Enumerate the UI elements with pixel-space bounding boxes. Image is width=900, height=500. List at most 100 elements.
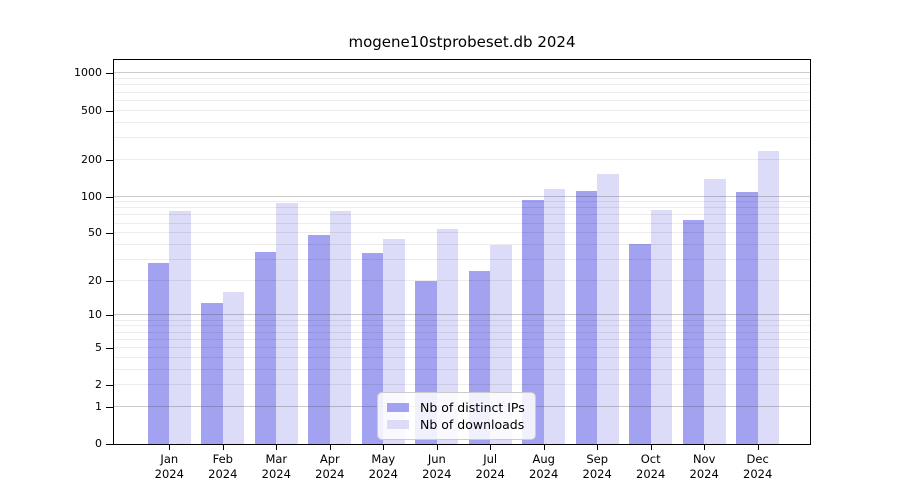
bar-nb-of-downloads-dec-2024 (757, 151, 780, 444)
x-tick-label-year: 2024 (743, 467, 773, 481)
x-tick-label-month: Feb (212, 452, 233, 466)
x-axis-tick-nov-2024 (704, 445, 706, 450)
y-axis-tick-100 (106, 196, 113, 198)
gridline-minor-5 (114, 346, 810, 348)
x-axis-tick-jul-2024 (490, 445, 492, 450)
y-axis-tick-10 (106, 315, 113, 317)
bar-nb-of-downloads-nov-2024 (704, 178, 726, 444)
x-axis-tick-sep-2024 (597, 445, 599, 450)
gridline-minor-900 (114, 78, 810, 80)
x-tick-label-year: 2024 (422, 467, 452, 481)
x-tick-label-year: 2024 (689, 467, 719, 481)
x-tick-label-month: Sep (586, 452, 609, 466)
y-axis-tick-20 (106, 280, 113, 282)
x-axis-tick-label-jul-2024: Jul 2024 (458, 452, 522, 482)
gridline-minor-90 (114, 201, 810, 203)
bar-nb-of-downloads-oct-2024 (650, 210, 673, 444)
legend-label: Nb of downloads (420, 416, 525, 432)
x-axis-tick-oct-2024 (650, 445, 652, 450)
x-axis-tick-label-jan-2024: Jan 2024 (137, 452, 201, 482)
y-axis-tick-label-500: 500 (81, 103, 102, 117)
legend: Nb of distinct IPs Nb of downloads (377, 392, 536, 440)
gridline-minor-800 (114, 84, 810, 86)
y-axis-tick-label-20: 20 (88, 273, 102, 287)
x-tick-label-year: 2024 (529, 467, 559, 481)
legend-label: Nb of distinct IPs (420, 399, 525, 415)
x-tick-label-year: 2024 (261, 467, 291, 481)
y-axis-tick-label-1: 1 (95, 399, 102, 413)
y-axis-tick-0 (106, 444, 113, 445)
x-tick-label-year: 2024 (315, 467, 345, 481)
legend-swatch-nb-of-distinct-ips (387, 403, 409, 412)
bar-nb-of-distinct-ips-aug-2024 (522, 200, 544, 444)
y-axis-tick-5 (106, 347, 113, 349)
x-axis-tick-mar-2024 (276, 445, 278, 450)
gridline-minor-3 (114, 368, 810, 370)
y-axis-tick-200 (106, 159, 113, 161)
x-axis-tick-label-dec-2024: Dec 2024 (726, 452, 790, 482)
x-tick-label-month: Jun (427, 452, 446, 466)
plot-area (113, 59, 811, 445)
x-tick-label-month: Aug (532, 452, 555, 466)
y-axis-tick-1000 (106, 73, 113, 75)
y-axis-tick-label-1000: 1000 (74, 66, 102, 80)
bar-nb-of-distinct-ips-dec-2024 (735, 191, 758, 444)
bar-nb-of-downloads-jun-2024 (436, 229, 459, 444)
x-tick-label-month: Jul (483, 452, 498, 466)
bar-nb-of-downloads-feb-2024 (222, 292, 245, 444)
x-tick-label-year: 2024 (368, 467, 398, 481)
gridline-minor-200 (114, 158, 810, 160)
x-axis-tick-aug-2024 (543, 445, 545, 450)
x-tick-label-month: Nov (692, 452, 716, 466)
y-axis-tick-1 (106, 406, 113, 408)
x-axis-tick-feb-2024 (222, 445, 224, 450)
y-axis-tick-label-10: 10 (88, 308, 102, 322)
bar-nb-of-distinct-ips-apr-2024 (308, 235, 330, 444)
gridline-minor-600 (114, 99, 810, 101)
y-axis-tick-label-0: 0 (95, 437, 102, 450)
gridline-minor-6 (114, 338, 810, 340)
x-tick-label-month: Apr (319, 452, 340, 466)
gridline-minor-60 (114, 222, 810, 224)
gridline-minor-40 (114, 243, 810, 245)
x-tick-label-month: Oct (640, 452, 661, 466)
bar-nb-of-distinct-ips-nov-2024 (682, 220, 705, 444)
x-tick-label-year: 2024 (582, 467, 612, 481)
x-tick-label-month: Mar (265, 452, 288, 466)
x-tick-label-year: 2024 (636, 467, 666, 481)
gridline-major-10 (114, 314, 810, 316)
bar-nb-of-downloads-apr-2024 (329, 211, 352, 444)
y-axis-tick-label-100: 100 (81, 189, 102, 203)
gridline-major-100 (114, 195, 810, 197)
x-axis-tick-jun-2024 (436, 445, 438, 450)
bar-nb-of-downloads-aug-2024 (543, 188, 566, 444)
x-tick-label-month: Jan (160, 452, 179, 466)
gridline-minor-4 (114, 356, 810, 358)
gridline-minor-7 (114, 331, 810, 333)
legend-swatch-nb-of-downloads (387, 420, 409, 429)
bar-nb-of-distinct-ips-feb-2024 (201, 302, 223, 444)
y-axis-tick-label-50: 50 (88, 226, 102, 240)
y-axis-tick-500 (106, 110, 113, 112)
bar-nb-of-distinct-ips-oct-2024 (629, 243, 651, 444)
x-axis-tick-label-sep-2024: Sep 2024 (565, 452, 629, 482)
gridline-minor-20 (114, 279, 810, 281)
bar-nb-of-downloads-sep-2024 (597, 174, 619, 444)
bar-nb-of-downloads-jan-2024 (169, 211, 191, 444)
chart-title: mogene10stprobeset.db 2024 (348, 33, 576, 51)
legend-item-nb-of-downloads: Nb of downloads (387, 416, 525, 433)
gridline-minor-50 (114, 232, 810, 234)
y-axis-tick-label-5: 5 (95, 340, 102, 354)
gridline-minor-80 (114, 207, 810, 209)
gridline-minor-300 (114, 136, 810, 138)
x-axis-tick-may-2024 (383, 445, 385, 450)
bar-nb-of-distinct-ips-jan-2024 (147, 263, 170, 444)
x-axis-tick-label-nov-2024: Nov 2024 (672, 452, 736, 482)
x-axis-tick-label-may-2024: May 2024 (351, 452, 415, 482)
x-tick-label-year: 2024 (154, 467, 184, 481)
y-axis-tick-label-200: 200 (81, 152, 102, 166)
x-axis-tick-label-oct-2024: Oct 2024 (619, 452, 683, 482)
gridline-minor-700 (114, 91, 810, 93)
gridline-minor-70 (114, 214, 810, 216)
bar-nb-of-distinct-ips-mar-2024 (254, 251, 277, 444)
